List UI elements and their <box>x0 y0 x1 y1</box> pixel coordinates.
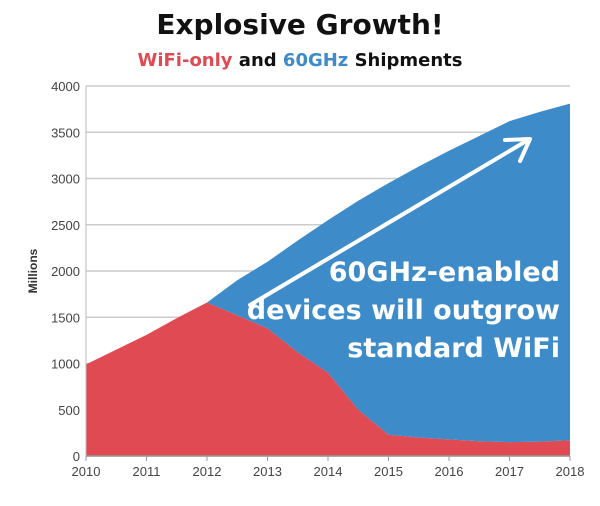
x-tick-label: 2016 <box>435 464 464 479</box>
annotation-line-2: devices will outgrow <box>247 295 560 326</box>
subtitle-shipments: Shipments <box>348 50 463 71</box>
annotation-arrow <box>248 137 532 307</box>
subtitle-and: and <box>232 50 283 71</box>
y-tick-label: 3500 <box>51 125 80 140</box>
y-tick-label: 4000 <box>51 79 80 94</box>
subtitle-60ghz: 60GHz <box>282 50 349 71</box>
area-wifi-only <box>86 302 570 456</box>
x-tick-label: 2015 <box>374 464 403 479</box>
x-tick-label: 2014 <box>314 464 343 479</box>
y-axis-label: Millions <box>26 248 40 293</box>
x-tick-label: 2018 <box>556 464 585 479</box>
y-tick-label: 3000 <box>51 172 80 187</box>
y-tick-label: 1000 <box>51 357 80 372</box>
y-tick-label: 0 <box>73 449 80 464</box>
y-tick-label: 2000 <box>51 264 80 279</box>
x-tick-label: 2011 <box>133 464 161 479</box>
chart-subtitle: WiFi-only and 60GHz Shipments <box>0 50 600 71</box>
x-tick-label: 2012 <box>193 464 222 479</box>
y-tick-label: 1500 <box>51 310 80 325</box>
subtitle-wifi: WiFi-only <box>137 50 233 71</box>
x-tick-label: 2010 <box>72 464 101 479</box>
x-tick-label: 2017 <box>495 464 524 479</box>
y-tick-label: 500 <box>58 403 80 418</box>
annotation-line-3: standard WiFi <box>347 333 560 364</box>
chart-title: Explosive Growth! <box>156 8 444 41</box>
y-tick-label: 2500 <box>51 218 80 233</box>
x-tick-label: 2013 <box>253 464 282 479</box>
annotation-line-1: 60GHz-enabled <box>329 257 560 288</box>
